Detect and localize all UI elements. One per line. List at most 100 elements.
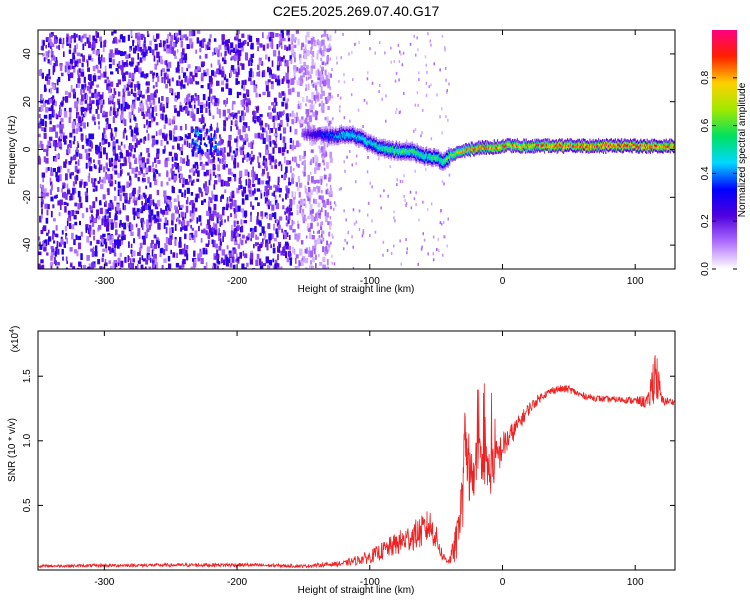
spectrogram-noise-cell bbox=[272, 265, 276, 269]
spectrogram-noise-cell bbox=[94, 38, 98, 44]
spectrogram-signal-cell bbox=[373, 149, 375, 153]
spectrogram-signal-cell bbox=[349, 126, 351, 129]
spectrogram-signal-cell bbox=[346, 130, 348, 134]
spectrogram-noise-cell bbox=[329, 205, 333, 210]
spectrogram-signal-cell bbox=[480, 142, 482, 145]
spectrogram-noise-cell bbox=[362, 229, 365, 233]
spectrogram-noise-cell bbox=[100, 73, 104, 78]
spectrogram-noise-cell bbox=[150, 93, 154, 100]
spectrogram-noise-cell bbox=[271, 73, 275, 79]
spectrogram-signal-cell bbox=[367, 147, 370, 151]
spectrogram-signal-cell bbox=[359, 133, 361, 136]
spectrogram-noise-cell bbox=[256, 219, 260, 225]
spectrogram-signal-cell bbox=[340, 131, 342, 135]
spectrogram-hotspot-cell bbox=[195, 128, 198, 132]
spectrogram-noise-cell bbox=[315, 70, 318, 75]
spectrogram-noise-cell bbox=[165, 227, 168, 234]
spectrogram-noise-cell bbox=[156, 170, 159, 174]
spectrogram-noise-cell bbox=[308, 120, 311, 128]
spectrogram-noise-cell bbox=[224, 54, 226, 60]
spectrogram-noise-cell bbox=[318, 103, 321, 107]
spectrogram-noise-cell bbox=[414, 103, 417, 107]
spectrogram-noise-cell bbox=[175, 252, 178, 258]
spectrogram-signal-cell bbox=[356, 142, 358, 145]
spectrogram-signal-cell bbox=[310, 136, 312, 140]
spectrogram-noise-cell bbox=[135, 65, 139, 72]
spectrogram-noise-cell bbox=[160, 208, 162, 214]
spectrogram-noise-cell bbox=[246, 106, 250, 113]
spectrogram-noise-cell bbox=[289, 55, 292, 61]
spectrogram-noise-cell bbox=[88, 152, 91, 157]
spectrogram-noise-cell bbox=[285, 241, 289, 246]
spectrogram-noise-cell bbox=[301, 161, 305, 165]
spectrogram-noise-cell bbox=[192, 179, 195, 183]
spectrogram-noise-cell bbox=[394, 79, 397, 83]
spectrogram-signal-cell bbox=[360, 140, 362, 144]
spectrogram-noise-cell bbox=[97, 215, 101, 220]
spectrogram-signal-cell bbox=[422, 154, 425, 157]
spectrogram-noise-cell bbox=[240, 239, 244, 246]
spectrogram-noise-cell bbox=[149, 47, 152, 53]
spectrogram-noise-cell bbox=[121, 153, 124, 159]
spectrogram-noise-cell bbox=[240, 100, 244, 105]
spectrogram-signal-cell bbox=[374, 137, 376, 141]
spectrogram-noise-cell bbox=[284, 208, 287, 212]
spectrogram-noise-cell bbox=[224, 180, 226, 187]
spectrogram-signal-cell bbox=[317, 132, 319, 135]
spectrogram-signal-cell bbox=[358, 131, 360, 134]
spectrogram-signal-cell bbox=[449, 148, 452, 152]
spectrogram-noise-cell bbox=[99, 62, 102, 69]
spectrogram-signal-cell bbox=[370, 136, 372, 139]
spectrogram-noise-cell bbox=[124, 61, 127, 65]
spectrogram-signal-cell bbox=[445, 152, 448, 156]
spectrogram-noise-cell bbox=[374, 51, 376, 55]
spectrogram-signal-cell bbox=[442, 168, 444, 171]
spectrogram-signal-cell bbox=[400, 155, 402, 159]
spectrogram-noise-cell bbox=[160, 55, 163, 61]
spectrogram-signal-cell bbox=[354, 132, 356, 135]
spectrogram-signal-cell bbox=[325, 137, 327, 141]
spectrogram-noise-cell bbox=[124, 51, 127, 55]
spectrogram-noise-cell bbox=[205, 262, 208, 269]
spectrogram-noise-cell bbox=[327, 188, 329, 194]
spectrogram-signal-cell bbox=[438, 161, 440, 165]
spectrogram-signal-cell bbox=[339, 127, 341, 131]
spectrogram-noise-cell bbox=[58, 39, 62, 44]
spectrogram-signal-cell bbox=[362, 144, 364, 147]
spectrogram-signal-cell bbox=[448, 151, 450, 155]
spectrogram-signal-cell bbox=[324, 131, 326, 134]
spectrogram-noise-cell bbox=[58, 242, 62, 247]
spectrogram-signal-cell bbox=[384, 153, 386, 156]
spectrogram-signal-cell bbox=[455, 156, 457, 160]
spectrogram-noise-cell bbox=[202, 125, 206, 129]
spectrogram-signal-cell bbox=[395, 150, 397, 153]
spectrogram-signal-cell bbox=[365, 144, 367, 147]
spectrogram-noise-cell bbox=[56, 79, 59, 86]
spectrogram-noise-cell bbox=[210, 98, 213, 104]
spectrogram-noise-cell bbox=[316, 53, 319, 60]
spectrogram-noise-cell bbox=[163, 72, 167, 80]
spectrogram-noise-cell bbox=[152, 258, 154, 264]
spectrogram-noise-cell bbox=[273, 184, 276, 188]
spectrogram-noise-cell bbox=[349, 119, 351, 123]
spectrogram-noise-cell bbox=[306, 65, 309, 70]
spectrogram-noise-cell bbox=[367, 156, 369, 159]
spectrogram-signal-cell bbox=[399, 157, 401, 161]
spectrogram-noise-cell bbox=[207, 46, 211, 50]
spectrogram-noise-cell bbox=[296, 67, 299, 72]
spectrogram-noise-cell bbox=[132, 154, 136, 159]
spectrogram-signal-cell bbox=[447, 162, 449, 166]
spectrogram-signal-cell bbox=[356, 139, 358, 143]
spectrogram-noise-cell bbox=[262, 168, 265, 175]
spectrogram-signal-cell bbox=[357, 131, 359, 134]
spectrogram-signal-cell bbox=[410, 155, 413, 159]
spectrogram-noise-cell bbox=[298, 119, 301, 124]
spectrogram-noise-cell bbox=[102, 215, 106, 223]
spectrogram-noise-cell bbox=[258, 117, 262, 123]
spectrogram-noise-cell bbox=[175, 163, 179, 169]
spectrogram-signal-cell bbox=[414, 148, 416, 151]
spectrogram-noise-cell bbox=[128, 61, 132, 66]
spectrogram-signal-cell bbox=[431, 164, 433, 167]
spectrogram-noise-cell bbox=[350, 93, 353, 97]
spectrogram-noise-cell bbox=[114, 127, 118, 132]
